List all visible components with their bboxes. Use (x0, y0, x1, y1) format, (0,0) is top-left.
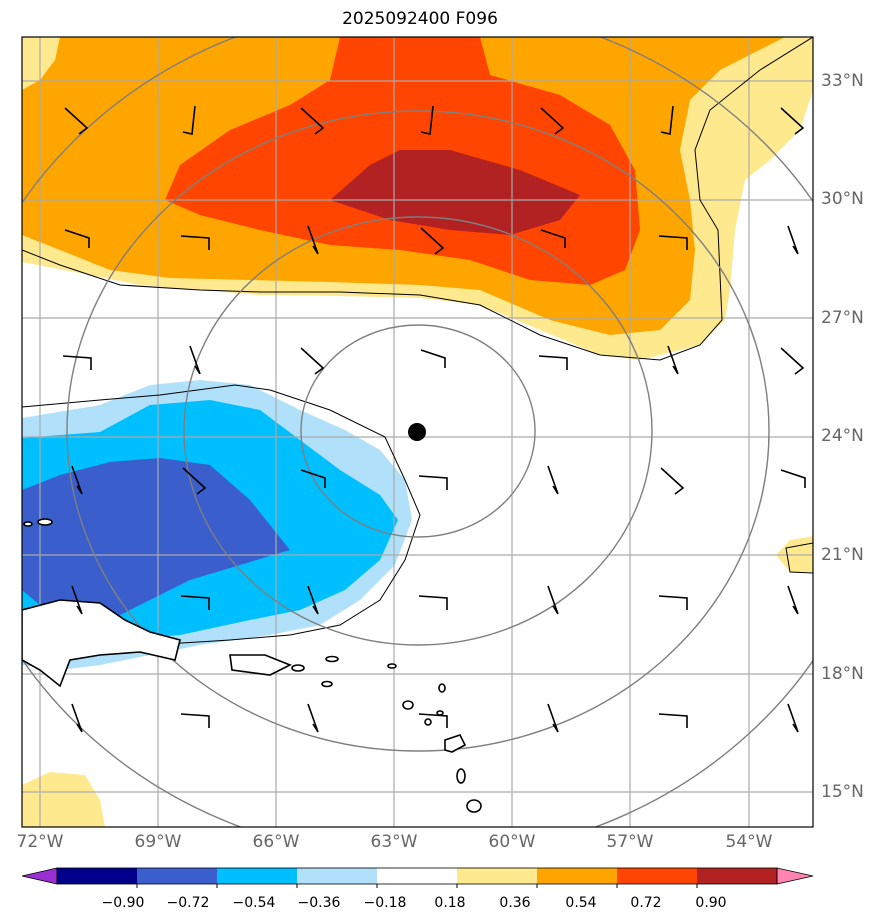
wind-barb (180, 595, 210, 610)
wind-barb (780, 107, 805, 135)
wind-barb (547, 703, 559, 733)
wind-barb (667, 345, 679, 375)
lon-label: 66°W (252, 832, 300, 852)
colorbar-swatch (57, 868, 137, 884)
lat-label: 21°N (821, 545, 864, 565)
wind-barb (658, 713, 688, 728)
wind-barb (182, 467, 207, 495)
wind-barb (540, 229, 566, 248)
wind-barb (71, 585, 83, 615)
wind-barb (420, 349, 446, 368)
lon-label: 54°W (725, 832, 773, 852)
lat-label: 15°N (821, 782, 864, 802)
colorbar-label: −0.54 (232, 895, 276, 911)
lat-label: 18°N (821, 664, 864, 684)
wind-barb (787, 703, 799, 733)
wind-barb (658, 595, 688, 610)
wind-barbs (62, 105, 806, 733)
wind-barb (307, 225, 319, 255)
colorbar-label: −0.18 (363, 895, 407, 911)
wind-barb (780, 469, 806, 488)
wind-barb (300, 107, 325, 135)
wind-barb (420, 105, 434, 135)
plot-frame (21, 36, 814, 828)
wind-barb (540, 107, 565, 135)
wind-barb (418, 713, 448, 728)
wind-barb (658, 235, 688, 250)
colorbar-swatch (217, 868, 297, 884)
lat-label: 33°N (821, 71, 864, 91)
lon-label: 57°W (606, 832, 654, 852)
lat-label: 24°N (821, 426, 864, 446)
storm-center-marker (408, 423, 426, 441)
colorbar-label: −0.72 (166, 895, 210, 911)
colorbar-label: 0.72 (630, 895, 662, 911)
range-rings (22, 37, 813, 827)
colorbar-swatch (137, 868, 217, 884)
colorbar-swatch (377, 868, 457, 884)
wind-barb (300, 347, 325, 375)
colorbar-label: 0.90 (695, 895, 727, 911)
wind-barb (307, 703, 319, 733)
wind-barb (180, 235, 210, 250)
wind-barb (547, 585, 559, 615)
wind-barb (71, 465, 83, 495)
wind-barb (71, 703, 83, 733)
colorbar-label: 0.36 (499, 895, 531, 911)
wind-barb (180, 713, 210, 728)
wind-barb (787, 225, 799, 255)
colorbar-label: −0.90 (101, 895, 145, 911)
colorbar-extend-low (21, 867, 58, 885)
lon-label: 60°W (488, 832, 536, 852)
wind-barb (64, 107, 89, 135)
colorbar-label: −0.36 (297, 895, 341, 911)
colorbar-swatch (457, 868, 537, 884)
wind-barb (660, 467, 685, 495)
colorbar-outline (56, 867, 778, 885)
colorbar (21, 867, 814, 888)
colorbar-swatch (697, 868, 777, 884)
anomaly-fill-positive (22, 37, 813, 827)
lat-label: 30°N (821, 189, 864, 209)
colorbar-label: 0.54 (565, 895, 597, 911)
wind-barb (538, 355, 568, 370)
wind-barb (64, 229, 90, 248)
wind-barb (420, 227, 445, 255)
coastlines (22, 518, 482, 813)
map-title: 2025092400 F096 (342, 9, 498, 29)
wind-barb (660, 105, 674, 135)
wind-barb (62, 355, 92, 370)
lon-label: 72°W (16, 832, 64, 852)
colorbar-swatch (617, 868, 697, 884)
wind-barb (780, 347, 805, 375)
wind-barb (189, 345, 201, 375)
wind-barb (307, 585, 319, 615)
colorbar-label: 0.18 (434, 895, 466, 911)
wind-barb (182, 105, 196, 135)
lon-label: 63°W (370, 832, 418, 852)
colorbar-swatch (537, 868, 617, 884)
graticule (22, 37, 813, 827)
wind-barb (418, 475, 448, 490)
wind-barb (787, 585, 799, 615)
wind-barb (300, 469, 326, 488)
colorbar-extend-high (776, 867, 814, 885)
wind-barb (547, 465, 559, 495)
colorbar-swatch (297, 868, 377, 884)
anomaly-fill-negative (22, 380, 412, 670)
lat-label: 27°N (821, 308, 864, 328)
wind-barb (418, 595, 448, 610)
lon-label: 69°W (134, 832, 182, 852)
